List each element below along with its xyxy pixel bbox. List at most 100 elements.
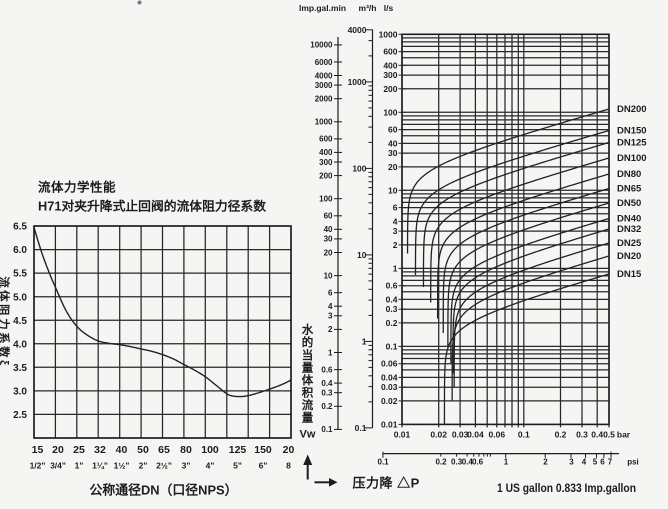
svg-text:3: 3 — [393, 226, 398, 236]
svg-text:3/4": 3/4" — [50, 461, 66, 471]
svg-text:0.06: 0.06 — [489, 430, 506, 440]
svg-text:0.4: 0.4 — [591, 430, 603, 440]
svg-text:0.01: 0.01 — [381, 419, 398, 429]
svg-text:1½": 1½" — [114, 461, 130, 471]
svg-text:400: 400 — [319, 148, 333, 157]
svg-text:3: 3 — [569, 458, 574, 467]
svg-text:DN100: DN100 — [617, 153, 647, 164]
svg-text:7: 7 — [608, 458, 613, 467]
svg-text:积: 积 — [302, 385, 314, 399]
svg-text:100: 100 — [319, 195, 333, 204]
svg-text:0.1: 0.1 — [355, 423, 367, 433]
svg-text:3.0: 3.0 — [13, 387, 27, 398]
svg-text:0.2: 0.2 — [435, 458, 447, 467]
svg-text:DN50: DN50 — [617, 198, 641, 209]
svg-text:0.6: 0.6 — [386, 281, 398, 291]
svg-text:0.6: 0.6 — [472, 458, 484, 467]
svg-text:流体阻力系数ξ: 流体阻力系数ξ — [0, 276, 11, 368]
svg-text:2.5: 2.5 — [13, 410, 27, 421]
svg-text:流体力学性能: 流体力学性能 — [38, 180, 116, 195]
svg-text:DN25: DN25 — [617, 238, 642, 249]
svg-text:20: 20 — [388, 162, 398, 172]
svg-text:1: 1 — [362, 336, 367, 346]
svg-text:1: 1 — [504, 458, 509, 467]
svg-text:200: 200 — [383, 84, 397, 94]
svg-text:2: 2 — [543, 458, 548, 467]
svg-text:2000: 2000 — [315, 95, 333, 104]
svg-text:3": 3" — [182, 461, 191, 471]
svg-text:Imp.gal.min: Imp.gal.min — [299, 3, 346, 13]
svg-text:4: 4 — [393, 216, 398, 226]
svg-text:1: 1 — [393, 263, 398, 273]
svg-text:6.5: 6.5 — [13, 222, 27, 233]
svg-text:20: 20 — [324, 248, 333, 257]
svg-text:1000: 1000 — [315, 118, 333, 127]
svg-text:600: 600 — [319, 135, 333, 144]
svg-text:水: 水 — [302, 323, 314, 337]
svg-text:0.4: 0.4 — [386, 294, 398, 304]
svg-text:400: 400 — [383, 60, 397, 70]
svg-text:100: 100 — [383, 107, 397, 117]
svg-text:600: 600 — [383, 47, 397, 57]
svg-text:5": 5" — [233, 461, 242, 471]
svg-text:0.5: 0.5 — [603, 430, 615, 440]
svg-text:量: 量 — [302, 411, 314, 425]
svg-text:40: 40 — [388, 138, 398, 148]
svg-text:4: 4 — [582, 458, 587, 467]
svg-text:0.2: 0.2 — [321, 402, 333, 411]
svg-text:当: 当 — [302, 348, 314, 362]
svg-text:0.3: 0.3 — [576, 430, 588, 440]
svg-text:DN15: DN15 — [617, 269, 642, 280]
svg-text:4000: 4000 — [348, 25, 367, 35]
svg-text:1/2": 1/2" — [30, 461, 46, 471]
svg-text:5.5: 5.5 — [13, 269, 27, 280]
svg-text:6: 6 — [328, 289, 333, 298]
svg-text:公称通径DN（口径NPS）: 公称通径DN（口径NPS） — [90, 483, 238, 498]
svg-text:3000: 3000 — [315, 81, 333, 90]
svg-text:体: 体 — [302, 373, 314, 387]
svg-text:125: 125 — [229, 444, 247, 456]
svg-text:30: 30 — [324, 235, 333, 244]
svg-text:l/s: l/s — [384, 3, 394, 13]
svg-text:0.1: 0.1 — [518, 430, 530, 440]
svg-text:1000: 1000 — [379, 29, 398, 39]
svg-text:10: 10 — [324, 271, 333, 280]
svg-text:0.3: 0.3 — [451, 458, 463, 467]
svg-text:3.5: 3.5 — [13, 363, 27, 374]
svg-text:200: 200 — [319, 171, 333, 180]
svg-text:100: 100 — [352, 163, 366, 173]
svg-text:0.01: 0.01 — [394, 430, 411, 440]
svg-text:5.0: 5.0 — [13, 292, 27, 303]
svg-text:10000: 10000 — [310, 41, 333, 50]
svg-text:4000: 4000 — [315, 71, 333, 80]
svg-text:0.04: 0.04 — [467, 430, 484, 440]
svg-text:0.1: 0.1 — [377, 458, 389, 467]
svg-text:0.1: 0.1 — [386, 341, 398, 351]
svg-text:60: 60 — [388, 125, 398, 135]
svg-text:2: 2 — [393, 240, 398, 250]
svg-text:10: 10 — [357, 250, 367, 260]
svg-text:6: 6 — [600, 458, 605, 467]
svg-text:2½": 2½" — [156, 461, 172, 471]
svg-text:6000: 6000 — [315, 58, 333, 67]
svg-text:6: 6 — [393, 203, 398, 213]
svg-text:20: 20 — [52, 444, 64, 456]
svg-text:6.0: 6.0 — [13, 245, 27, 256]
svg-text:1¼": 1¼" — [92, 461, 108, 471]
svg-text:DN200: DN200 — [617, 104, 647, 115]
svg-text:4": 4" — [206, 461, 215, 471]
svg-text:0.2: 0.2 — [386, 318, 398, 328]
svg-text:bar: bar — [617, 430, 631, 440]
svg-text:20: 20 — [283, 444, 295, 456]
svg-text:30: 30 — [388, 148, 398, 158]
svg-text:0.02: 0.02 — [381, 396, 398, 406]
svg-text:0.3: 0.3 — [386, 304, 398, 314]
svg-text:80: 80 — [180, 444, 192, 456]
svg-text:1": 1" — [75, 461, 84, 471]
svg-text:m³/h: m³/h — [359, 3, 377, 13]
svg-text:0.6: 0.6 — [321, 365, 333, 374]
svg-text:量: 量 — [302, 360, 314, 374]
svg-text:H71对夹升降式止回阀的流体阻力径系数: H71对夹升降式止回阀的流体阻力径系数 — [38, 199, 267, 214]
svg-text:0.2: 0.2 — [555, 430, 567, 440]
svg-text:3: 3 — [328, 312, 333, 321]
